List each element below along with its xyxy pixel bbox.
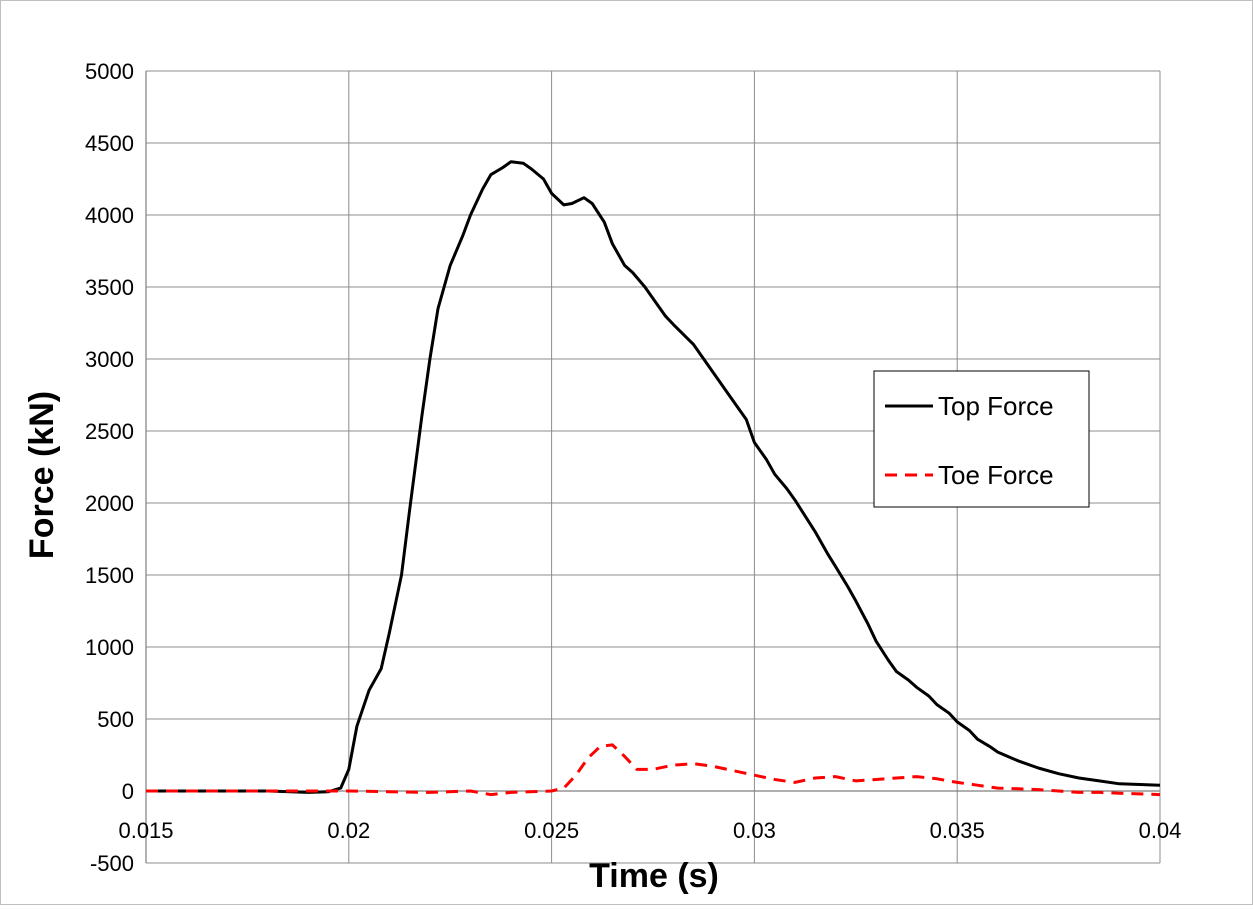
y-tick-label: 3000 xyxy=(85,347,134,372)
y-tick-label: 2000 xyxy=(85,491,134,516)
legend: Top Force Toe Force xyxy=(873,370,1090,508)
x-tick-label: 0.035 xyxy=(930,818,985,843)
x-tick-labels: 0.015 0.02 0.025 0.03 0.035 0.04 xyxy=(118,818,1181,843)
x-tick-label: 0.015 xyxy=(118,818,173,843)
series-line-top-force xyxy=(146,160,1161,794)
y-axis-title: Force (kN) xyxy=(23,391,61,559)
y-tick-label: -500 xyxy=(90,851,134,876)
legend-label-top-force: Top Force xyxy=(938,391,1054,421)
legend-label-toe-force: Toe Force xyxy=(938,460,1054,490)
y-tick-label: 0 xyxy=(122,779,134,804)
x-tick-label: 0.02 xyxy=(327,818,370,843)
y-tick-label: 3500 xyxy=(85,275,134,300)
legend-box xyxy=(873,370,1090,508)
y-tick-label: 5000 xyxy=(85,59,134,84)
series-line-toe-force xyxy=(146,743,1161,797)
y-tick-labels: -500 0 500 1000 1500 2000 2500 3000 3500 4000 4500… xyxy=(85,59,134,876)
x-axis-title: Time (s) xyxy=(589,857,719,895)
y-tick-label: 1500 xyxy=(85,563,134,588)
y-tick-label: 500 xyxy=(97,707,134,732)
x-tick-label: 0.04 xyxy=(1139,818,1182,843)
x-tick-label: 0.03 xyxy=(733,818,776,843)
y-tick-label: 2500 xyxy=(85,419,134,444)
y-tick-label: 4500 xyxy=(85,131,134,156)
x-tick-label: 0.025 xyxy=(524,818,579,843)
series-lines xyxy=(146,160,1161,797)
y-tick-label: 4000 xyxy=(85,203,134,228)
y-tick-label: 1000 xyxy=(85,635,134,660)
